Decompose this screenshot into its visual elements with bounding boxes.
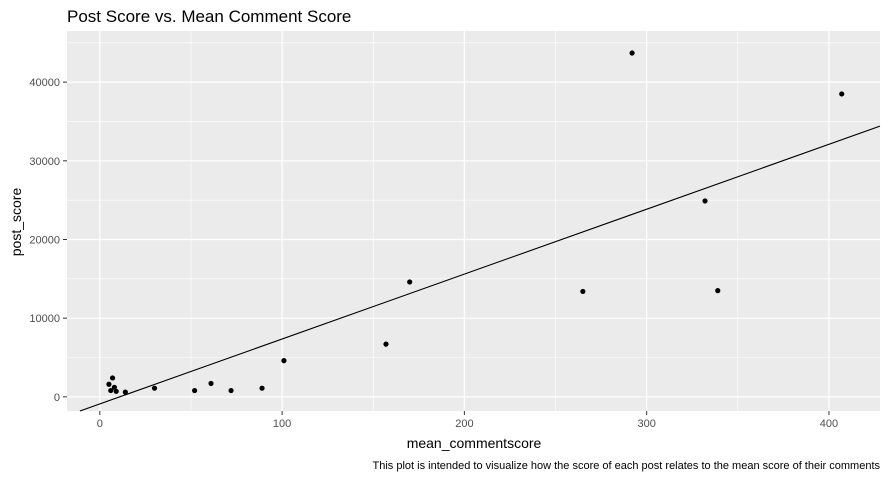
- regression-line: [79, 125, 881, 412]
- data-point: [629, 50, 635, 56]
- data-point: [106, 381, 112, 387]
- data-point: [108, 387, 114, 394]
- grid-major: [67, 31, 880, 411]
- x-axis-ticks: 0 100 200 300 400: [97, 411, 838, 430]
- grid-minor: [67, 31, 880, 411]
- data-point: [580, 288, 586, 295]
- y-tick-label: 0: [54, 392, 60, 404]
- x-tick-label: 400: [820, 418, 838, 430]
- y-axis-ticks: 0 10000 20000 30000 40000: [29, 77, 67, 404]
- x-tick-label: 200: [455, 418, 473, 430]
- y-tick-label: 40000: [29, 77, 60, 89]
- data-point: [192, 387, 198, 394]
- x-tick-label: 300: [637, 418, 655, 430]
- data-point: [151, 385, 158, 391]
- data-point: [407, 279, 413, 285]
- data-point: [122, 389, 128, 395]
- data-point: [208, 380, 214, 387]
- data-point: [228, 387, 234, 394]
- y-tick-label: 20000: [29, 234, 60, 246]
- data-point: [259, 385, 265, 391]
- chart-title: Post Score vs. Mean Comment Score: [67, 7, 351, 26]
- x-axis-title: mean_commentscore: [407, 435, 542, 451]
- data-point: [715, 288, 721, 294]
- data-point: [111, 384, 117, 390]
- y-axis-title: post_score: [8, 188, 24, 257]
- x-tick-label: 0: [97, 418, 103, 430]
- data-point: [383, 341, 389, 347]
- y-tick-label: 10000: [29, 313, 60, 325]
- data-point: [702, 198, 708, 204]
- regression-line-group: [79, 125, 881, 412]
- chart-caption: This plot is intended to visualize how t…: [373, 460, 881, 472]
- y-tick-label: 30000: [29, 156, 60, 168]
- plot-panel: [67, 31, 880, 411]
- data-points: [106, 50, 845, 395]
- data-point: [281, 358, 287, 364]
- x-tick-label: 100: [273, 418, 291, 430]
- data-point: [113, 388, 119, 394]
- data-point: [839, 91, 845, 97]
- data-point: [109, 375, 116, 381]
